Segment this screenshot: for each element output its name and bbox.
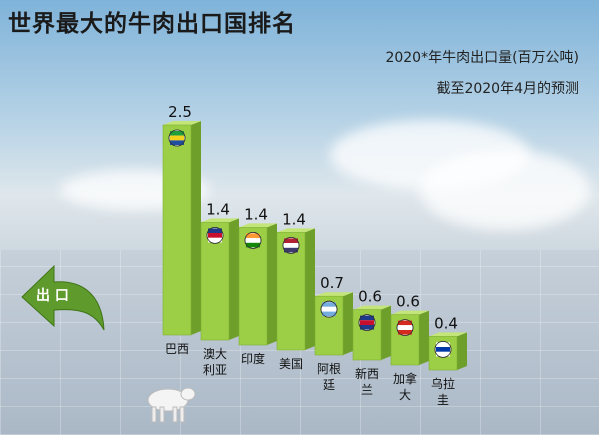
new-zealand-flag-icon-rim xyxy=(358,314,376,332)
data-label: 0.6 xyxy=(358,288,382,306)
new-zealand-flag-icon-stripe xyxy=(360,315,374,321)
bar-top xyxy=(315,292,353,297)
chart-title: 世界最大的牛肉出口国排名 xyxy=(8,11,296,37)
data-label: 2.5 xyxy=(168,103,192,121)
india-flag-icon-rim xyxy=(244,231,262,249)
bar xyxy=(276,228,315,351)
canada-flag-icon-stripe xyxy=(398,320,412,326)
brazil-flag-icon-stripe xyxy=(170,135,184,141)
bar-side xyxy=(305,228,315,350)
argentina-flag-icon-stripe xyxy=(322,306,336,312)
cow-icon xyxy=(147,387,196,423)
brazil-flag-icon-rim xyxy=(168,129,186,147)
bar-side xyxy=(267,223,277,345)
category-label: 兰 xyxy=(361,383,373,397)
argentina-flag-icon xyxy=(320,300,338,318)
bar xyxy=(200,218,239,341)
data-label: 0.4 xyxy=(434,314,458,332)
new-zealand-flag-icon-stripe xyxy=(360,325,374,330)
category-label: 新西 xyxy=(355,366,379,381)
bar-side xyxy=(457,332,467,370)
canada-flag-icon-stripe xyxy=(398,325,412,330)
bar xyxy=(390,310,429,366)
category-label: 圭 xyxy=(437,393,449,407)
india-flag-icon-stripe xyxy=(246,242,260,248)
bar-side xyxy=(191,121,201,335)
uruguay-flag-icon-rim xyxy=(434,340,452,358)
canada-flag-icon-rim xyxy=(396,319,414,337)
cloud-decoration xyxy=(420,150,590,230)
bar-top xyxy=(239,223,277,228)
bar xyxy=(428,332,467,371)
bar-side xyxy=(229,218,239,340)
bar-side xyxy=(343,292,353,355)
uruguay-flag-icon-stripe xyxy=(436,351,450,357)
data-label: 1.4 xyxy=(282,210,306,228)
new-zealand-flag-icon-stripe xyxy=(360,320,374,325)
brazil-flag-icon-stripe xyxy=(170,140,184,145)
brazil-flag-icon xyxy=(168,129,186,147)
data-label: 0.6 xyxy=(396,293,420,311)
data-label: 1.4 xyxy=(206,200,230,218)
uruguay-flag-icon xyxy=(434,340,452,358)
usa-flag-icon-stripe xyxy=(284,238,298,243)
bar-front xyxy=(162,124,192,336)
canada-flag-icon xyxy=(396,319,414,337)
canada-flag-icon-stripe xyxy=(398,330,412,335)
brazil-flag-icon-stripe xyxy=(170,131,184,136)
data-label: 0.7 xyxy=(320,274,344,292)
bar xyxy=(314,292,353,356)
australia-flag-icon-stripe xyxy=(208,237,222,243)
usa-flag-icon-rim xyxy=(282,236,300,254)
bar-top xyxy=(353,305,391,310)
category-label: 巴西 xyxy=(165,342,189,356)
bar-side xyxy=(381,305,391,360)
category-label: 大 xyxy=(399,388,411,402)
uruguay-flag-icon-stripe xyxy=(436,342,450,347)
bar-top xyxy=(163,121,201,125)
india-flag-icon xyxy=(244,231,262,249)
category-label: 澳大 xyxy=(203,347,227,361)
category-label: 加拿 xyxy=(393,371,417,386)
india-flag-icon-stripe xyxy=(246,238,260,243)
chart-note: 截至2020年4月的预测 xyxy=(436,81,579,97)
data-label: 1.4 xyxy=(244,205,268,223)
category-label: 乌拉 xyxy=(431,376,455,391)
australia-flag-icon-rim xyxy=(206,226,224,244)
category-label: 阿根 xyxy=(317,362,341,376)
bar-top xyxy=(429,332,467,337)
export-label: 出 口 xyxy=(36,288,69,304)
argentina-flag-icon-stripe xyxy=(322,302,336,307)
bar-top xyxy=(277,228,315,233)
bar xyxy=(352,305,391,361)
bar-side xyxy=(419,310,429,365)
australia-flag-icon xyxy=(206,226,224,244)
bar-top xyxy=(201,218,239,223)
india-flag-icon-stripe xyxy=(246,233,260,238)
export-arrow-icon xyxy=(21,264,105,331)
bar xyxy=(238,223,277,346)
bar xyxy=(162,121,201,336)
bar-top xyxy=(391,310,429,315)
uruguay-flag-icon-stripe xyxy=(436,347,450,352)
category-label: 利亚 xyxy=(203,363,227,377)
category-label: 美国 xyxy=(279,357,303,371)
chart-subtitle: 2020*年牛肉出口量(百万公吨) xyxy=(385,50,579,66)
usa-flag-icon xyxy=(282,236,300,254)
australia-flag-icon-stripe xyxy=(208,228,222,233)
argentina-flag-icon-rim xyxy=(320,300,338,318)
usa-flag-icon-stripe xyxy=(284,243,298,248)
argentina-flag-icon-stripe xyxy=(322,311,336,317)
australia-flag-icon-stripe xyxy=(208,233,222,238)
category-label: 廷 xyxy=(323,378,335,392)
category-label: 印度 xyxy=(241,351,265,366)
new-zealand-flag-icon xyxy=(358,314,376,332)
usa-flag-icon-stripe xyxy=(284,247,298,253)
